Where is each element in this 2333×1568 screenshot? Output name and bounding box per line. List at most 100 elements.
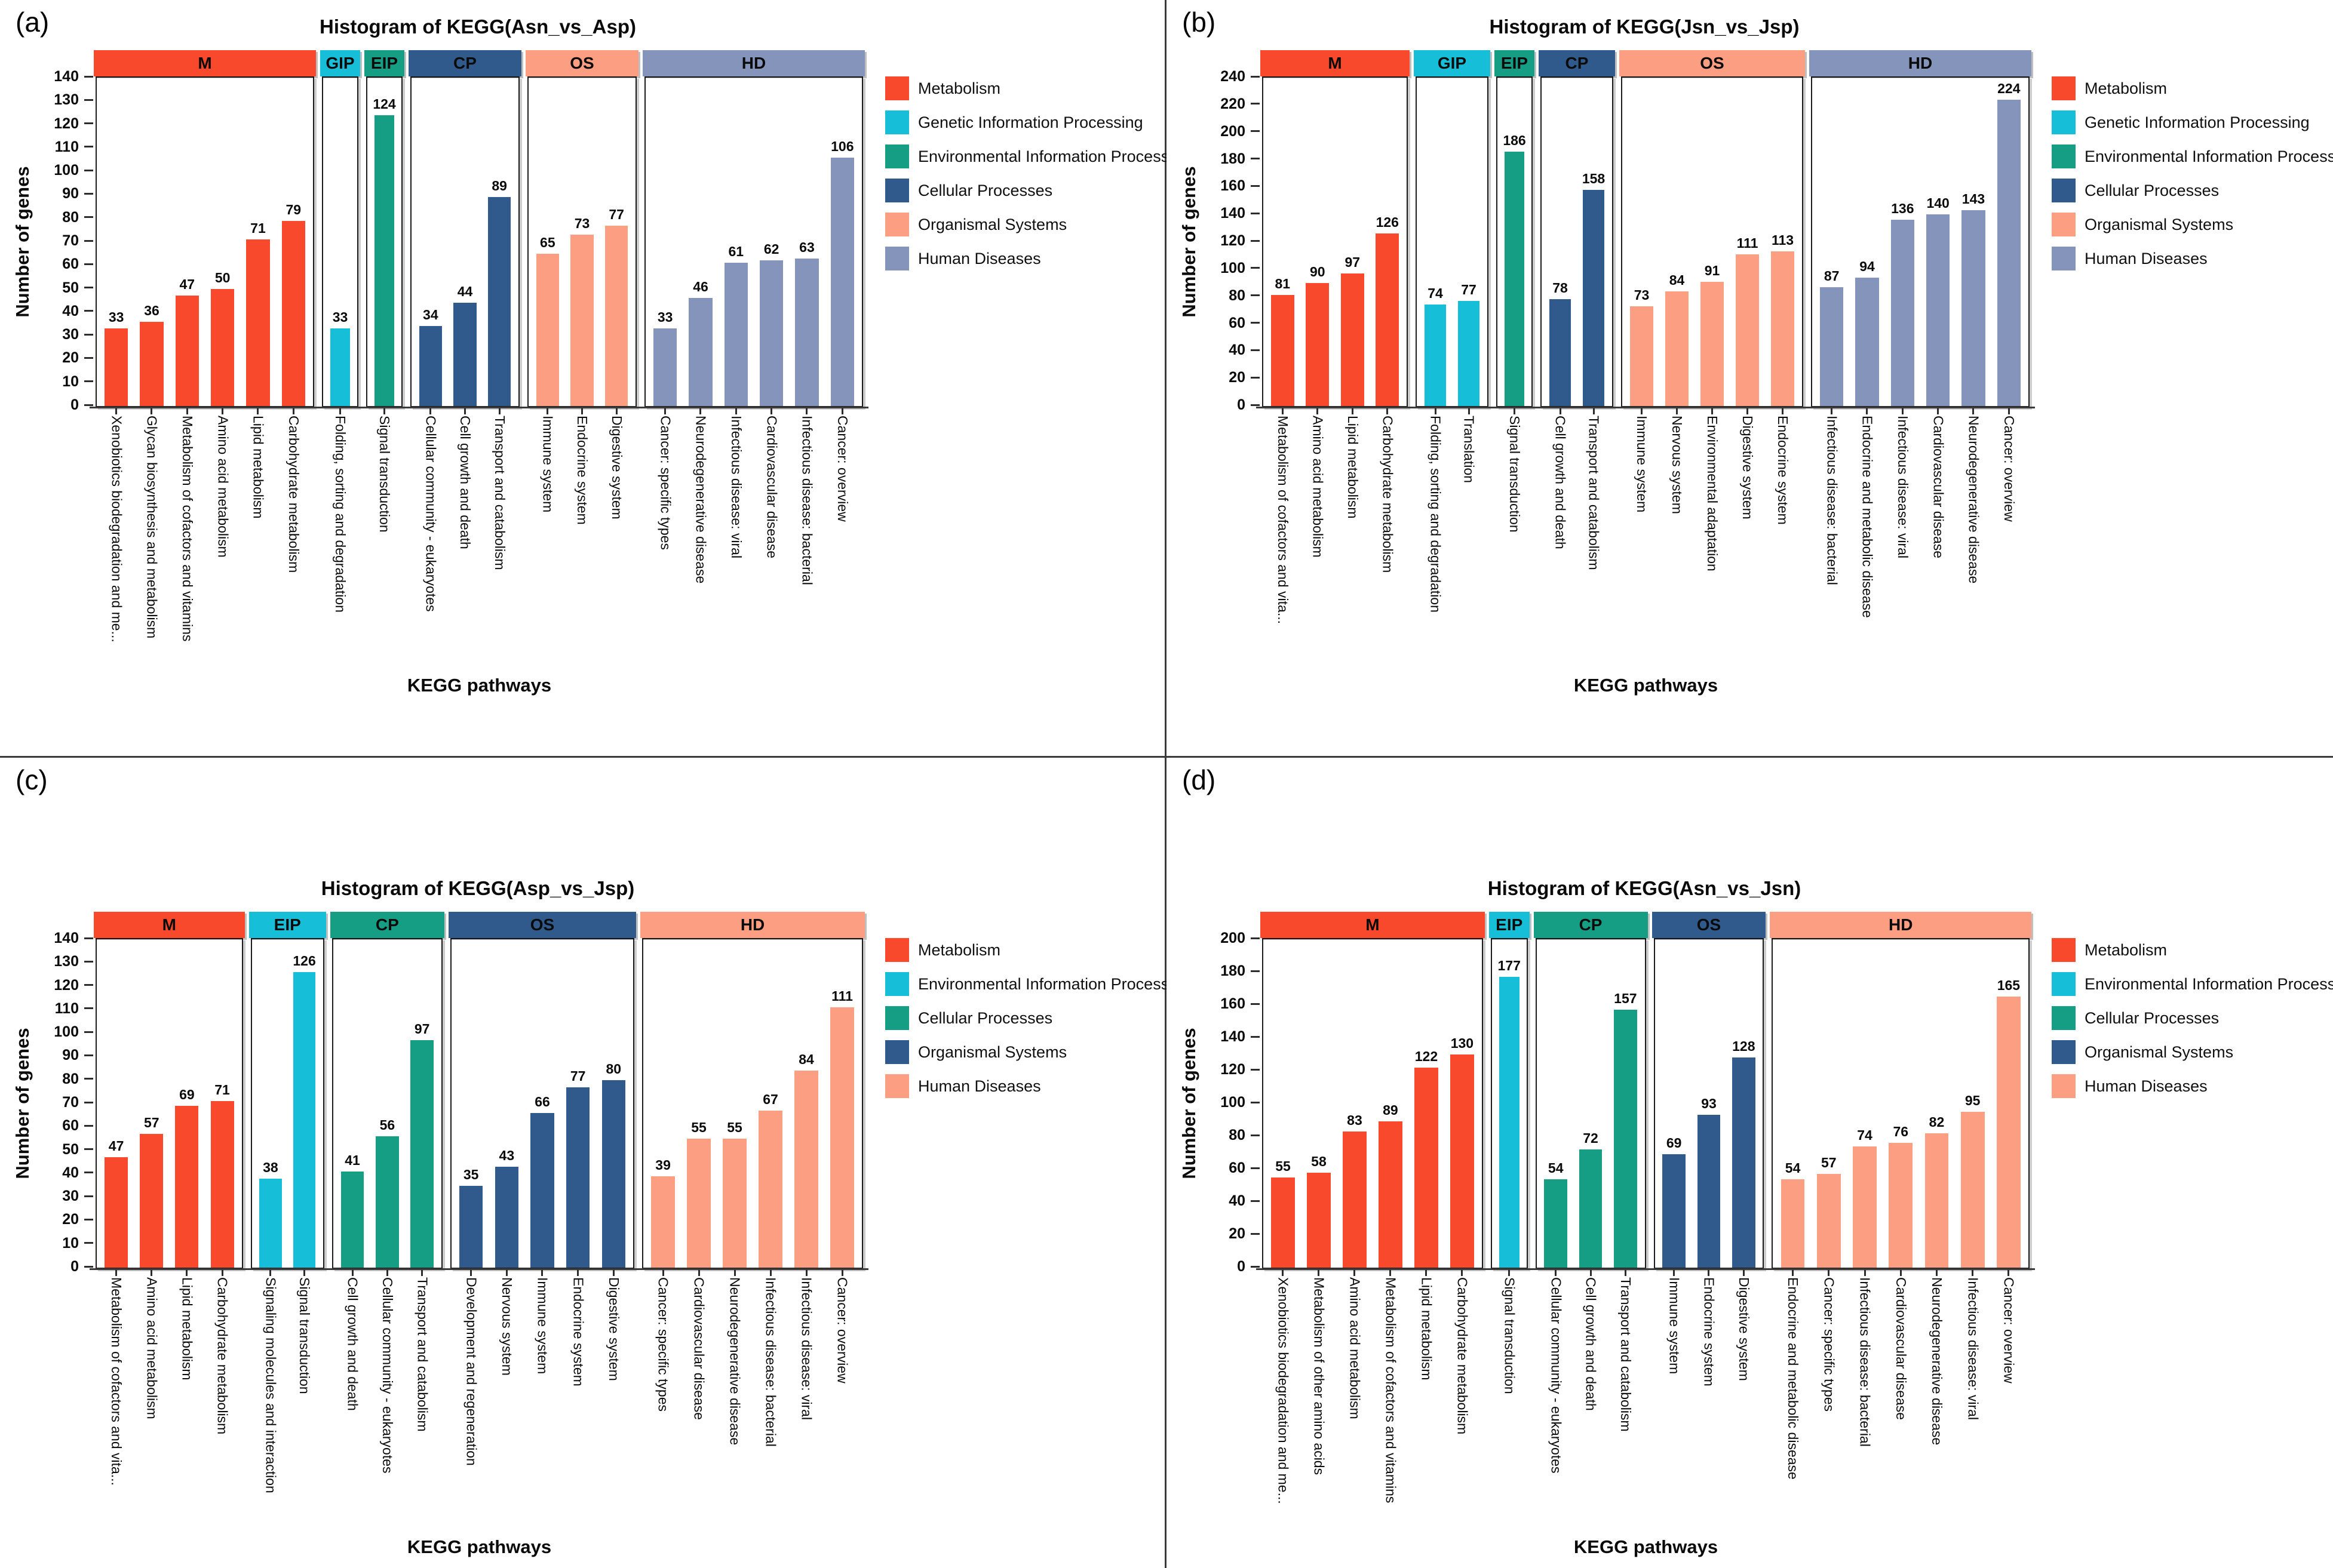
x-tick-mark (269, 1269, 272, 1276)
bar-value-label: 91 (1704, 262, 1720, 278)
facet-eip: EIP 124 Signal transduction (364, 50, 404, 664)
x-category-label: Metabolism of cofactors and vitamins (179, 416, 195, 642)
y-tick-mark (84, 356, 93, 359)
x-tick-slot (595, 1269, 631, 1277)
facet-band: M (1260, 912, 1485, 938)
bar-value-label: 126 (293, 953, 316, 969)
x-tick-mark (664, 407, 667, 414)
x-ticks-row (1772, 1269, 2030, 1277)
facet-plot-box: 54 57 74 76 82 95 165 (1772, 938, 2030, 1269)
legend-label: Metabolism (2085, 941, 2168, 959)
bar-slot: 122 (1408, 1049, 1444, 1268)
x-category-label: Cardiovascular disease (1893, 1277, 1909, 1421)
bar (1424, 305, 1447, 406)
bar-slot: 77 (1452, 282, 1485, 406)
y-tick-mark (84, 380, 93, 383)
x-category-label: Amino acid metabolism (215, 416, 231, 558)
bar-value-label: 76 (1893, 1124, 1909, 1139)
y-tick-mark (84, 937, 93, 939)
legend-swatch (2052, 247, 2076, 270)
facet-plot-box: 33 (322, 76, 358, 407)
facet-gip: GIP 33 Folding, sorting and degradation (320, 50, 360, 664)
bar (105, 1157, 128, 1268)
x-label-slot: Amino acid metabolism (1300, 416, 1336, 664)
bar (651, 1176, 675, 1268)
bar-value-label: 97 (1344, 254, 1361, 270)
bar-value-label: 74 (1428, 285, 1443, 302)
facets-row: M 47 57 69 71 Metabolism of cofactors and vit… (94, 912, 865, 1526)
bar (1853, 1146, 1877, 1268)
bar-slot: 73 (1624, 287, 1659, 406)
x-tick-mark (1318, 1269, 1320, 1276)
x-tick-mark (1641, 407, 1643, 414)
x-tick-mark (615, 407, 618, 414)
legend-label: Cellular Processes (2085, 182, 2220, 199)
x-label-slot: Carbohydrate metabolism (1444, 1277, 1480, 1526)
bar-value-label: 140 (1926, 195, 1950, 211)
bar-value-label: 33 (108, 309, 124, 325)
x-label-slot: Amino acid metabolism (1337, 1277, 1373, 1526)
x-tick-mark (1592, 407, 1595, 414)
legend-label: Organismal Systems (2085, 1043, 2234, 1061)
x-label-slot: Xenobiotics biodegradation and me... (99, 416, 134, 664)
x-category-label: Endocrine system (575, 416, 591, 525)
bar (1499, 977, 1519, 1268)
x-tick-slot (1811, 1269, 1847, 1277)
legend-item: Human Diseases (885, 1074, 1190, 1098)
facet-band: GIP (1414, 50, 1490, 76)
x-ticks-row (366, 407, 403, 416)
x-label-slot: Endocrine and metabolic disease (1775, 1277, 1810, 1526)
legend-swatch (2052, 1006, 2076, 1030)
x-category-label: Infectious disease: bacterial (1824, 416, 1840, 585)
bar (453, 303, 477, 406)
x-category-label: Xenobiotics biodegradation and me... (1275, 1277, 1291, 1504)
bar-slot: 35 (453, 1167, 489, 1268)
bar-slot: 54 (1539, 1160, 1573, 1268)
facet-band: CP (330, 912, 444, 938)
bar (566, 1087, 590, 1268)
x-tick-slot (1955, 1269, 1991, 1277)
x-label-slot: Cellular community - eukaryotes (370, 1277, 404, 1526)
x-category-label: Signal transduction (377, 416, 393, 533)
bar (1890, 220, 1914, 406)
facet-band: OS (1651, 912, 1766, 938)
x-tick-mark (498, 407, 501, 414)
x-ticks-row (450, 1269, 634, 1277)
x-tick-slot (99, 407, 134, 416)
bar-slot: 95 (1955, 1093, 1991, 1268)
bar (536, 253, 559, 406)
x-labels-row: Immune system Endocrine system Digestive s… (527, 416, 637, 664)
facet-band: CP (1533, 912, 1648, 938)
chart-block: Histogram of KEGG(Asn_vs_Jsn) Number of g… (1166, 758, 2333, 1558)
x-category-label: Cancer: overview (2001, 416, 2017, 522)
y-tick-label: 110 (54, 1000, 79, 1017)
x-label-slot: Cancer: overview (1991, 1277, 2027, 1526)
x-category-label: Carbohydrate metabolism (1454, 1277, 1471, 1435)
bar (1855, 277, 1879, 406)
x-label-slot: Amino acid metabolism (205, 416, 240, 664)
bar-slot: 89 (482, 178, 517, 406)
x-tick-mark (841, 1269, 843, 1276)
x-label-slot: Cancer: overview (824, 1277, 860, 1526)
x-tick-mark (221, 1269, 223, 1276)
bar-slot: 57 (1811, 1155, 1847, 1268)
facet-band: CP (409, 50, 521, 76)
x-label-slot: Cellular community - eukaryotes (413, 416, 448, 664)
x-tick-slot (1956, 407, 1991, 416)
y-tick-label: 0 (70, 1258, 79, 1275)
x-ticks-row (96, 1269, 243, 1277)
facet-m: M 33 36 47 50 71 79 Xenobiotics biodegradation … (94, 50, 316, 664)
y-tick-label: 30 (62, 1188, 79, 1205)
panel-c: (c) Histogram of KEGG(Asp_vs_Jsp) Number o… (0, 758, 1190, 1568)
y-tick-mark (84, 1101, 93, 1103)
y-tick-label: 180 (1220, 963, 1245, 979)
x-tick-slot (824, 1269, 860, 1277)
bar-slot: 76 (1883, 1124, 1918, 1268)
facet-cp: CP 54 72 157 Cellular community - eukaryotes… (1533, 912, 1648, 1526)
legend-label: Genetic Information Processing (2085, 113, 2310, 131)
x-tick-slot (405, 1269, 440, 1277)
legend-swatch (2052, 144, 2076, 168)
x-tick-mark (1742, 1269, 1745, 1276)
bar (459, 1185, 483, 1268)
